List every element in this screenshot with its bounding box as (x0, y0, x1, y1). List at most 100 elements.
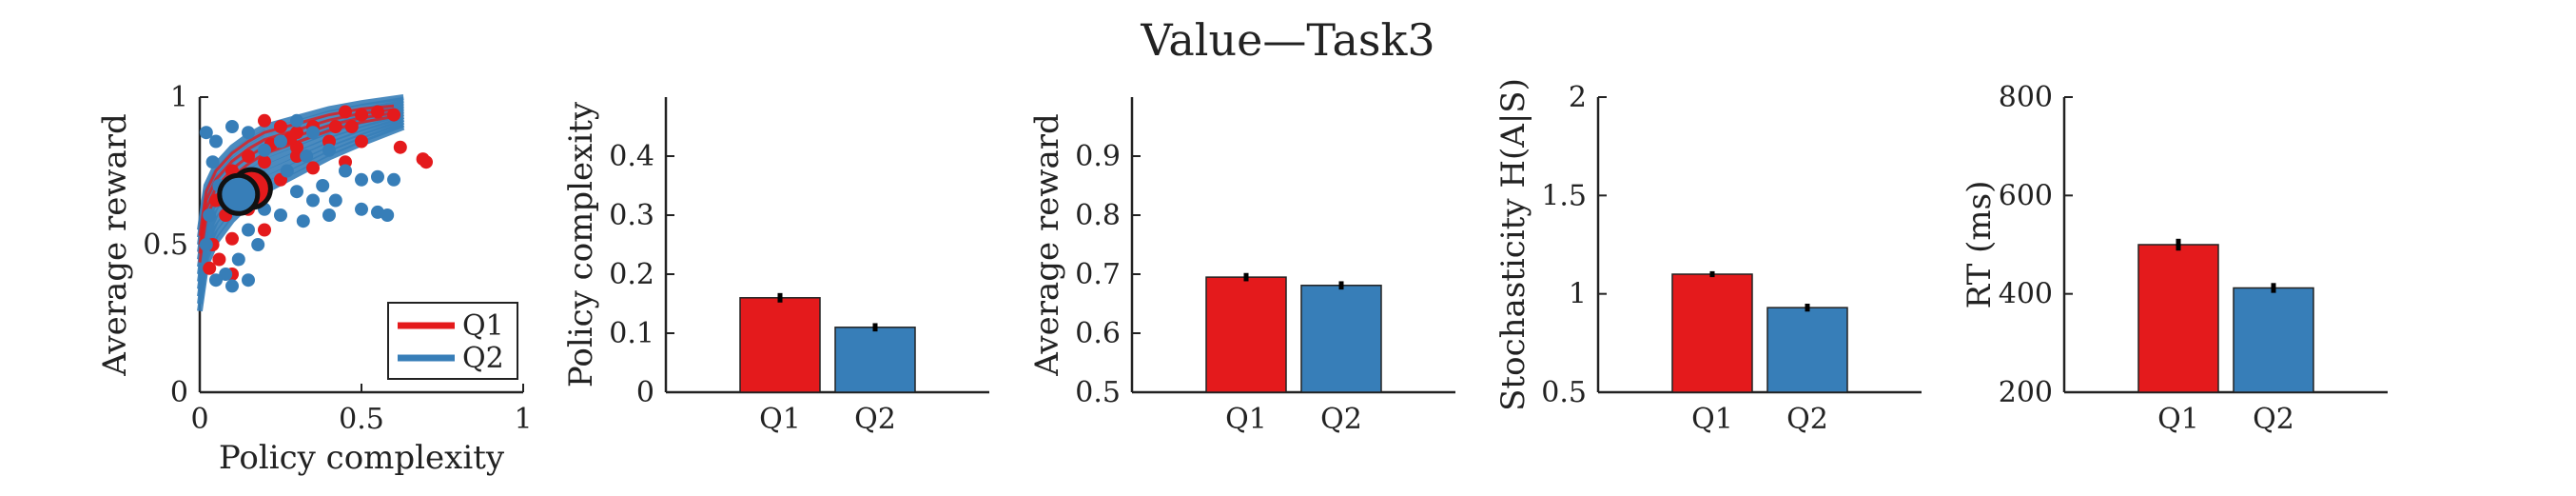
q2-point (251, 238, 265, 251)
y-axis-label: Stochasticity H(A|S) (1494, 78, 1532, 411)
y-tick-label: 0.9 (1075, 140, 1121, 173)
y-axis-label: Policy complexity (562, 101, 600, 387)
q2-point (231, 252, 245, 267)
q1-point (393, 140, 407, 154)
q2-point (258, 143, 271, 157)
q1-point (212, 252, 226, 267)
y-tick-label: 200 (1999, 376, 2053, 409)
q1-point (387, 108, 400, 122)
y-axis-label: Average reward (96, 113, 134, 377)
panel-1: Average reward 0 0.5 1 0 0.5 1 Policy complexit… (96, 81, 533, 477)
q2-point (242, 126, 255, 140)
x-tick-label: 1 (514, 403, 532, 436)
q1-point (420, 155, 433, 169)
q2-point (339, 164, 352, 178)
q2-point (290, 113, 303, 128)
q1-point (258, 113, 271, 128)
y-tick-label: 1.5 (1541, 179, 1587, 212)
y-tick-label: 0 (170, 376, 188, 409)
x-tick-label: Q1 (1225, 403, 1267, 436)
q1-point (371, 105, 384, 119)
x-tick-label: 0 (190, 403, 208, 436)
legend-box (387, 302, 518, 380)
q2-point (280, 164, 294, 178)
q1-point (306, 161, 320, 175)
q2-point (300, 149, 314, 163)
x-tick-label: Q2 (1786, 403, 1828, 436)
y-tick-label: 0.7 (1075, 258, 1121, 291)
y-tick-label: 0.5 (1541, 376, 1587, 409)
bar-q2 (1766, 307, 1848, 393)
q2-point (219, 268, 233, 281)
y-tick-label: 0.5 (143, 228, 188, 262)
panels: Average reward 0 0.5 1 0 0.5 1 Policy complexit… (96, 78, 2388, 477)
q2-point (328, 193, 342, 208)
x-tick-label: Q1 (759, 403, 801, 436)
panel-3: Average reward 0.5 0.6 0.7 0.8 0.9 Q1 Q2 (1028, 97, 1455, 436)
q2-point (316, 179, 330, 192)
q2-point (322, 143, 336, 157)
y-tick-label: 400 (1999, 278, 2053, 311)
bar-q1 (2137, 244, 2219, 393)
bar-q1 (739, 297, 821, 393)
q2-point (306, 193, 320, 208)
y-tick-label: 0.6 (1075, 317, 1121, 350)
x-tick-label: Q2 (1320, 403, 1362, 436)
q2-point (296, 214, 310, 228)
q2-point (225, 120, 239, 133)
q1-point (203, 261, 217, 275)
q1-point (339, 105, 352, 119)
panel-5: RT (ms) 200 400 600 800 Q1 Q2 (1961, 81, 2388, 436)
bar-q1 (1205, 276, 1287, 393)
y-tick-label: 1 (1569, 278, 1587, 311)
q2-point (322, 208, 336, 222)
y-axis-label: RT (ms) (1961, 181, 1999, 309)
q1-point (258, 223, 271, 237)
bar-q2 (2233, 287, 2314, 393)
q1-point (344, 120, 359, 133)
q2-point (199, 126, 213, 140)
bar-q1 (1671, 273, 1753, 393)
y-tick-label: 0.5 (1075, 376, 1121, 409)
figure-title: Value—Task3 (1140, 14, 1434, 66)
x-tick-label: Q1 (2157, 403, 2199, 436)
q2-mean-marker (217, 172, 261, 216)
y-tick-label: 0.2 (609, 258, 654, 291)
q1-point (355, 108, 368, 122)
q1-point (258, 155, 271, 169)
bar-q2 (834, 327, 916, 393)
panel-4: Stochasticity H(A|S) 0.5 1 1.5 2 Q1 Q2 (1494, 78, 1922, 436)
y-tick-label: 0.3 (609, 199, 654, 232)
q2-point (274, 208, 287, 222)
legend-label-q1: Q1 (462, 309, 504, 343)
q2-point (209, 273, 223, 288)
x-axis-label: Policy complexity (219, 439, 505, 477)
y-tick-label: 0.1 (609, 317, 654, 350)
y-tick-label: 800 (1999, 81, 2053, 114)
q2-point (209, 134, 223, 149)
q2-point (306, 126, 320, 140)
q2-point (242, 223, 255, 237)
q2-point (199, 238, 213, 251)
legend-label-q2: Q2 (462, 342, 504, 375)
q2-point (274, 134, 287, 149)
q2-point (205, 155, 220, 169)
q2-point (355, 202, 368, 216)
y-tick-label: 0.4 (609, 140, 654, 173)
q2-point (381, 208, 395, 222)
y-axis-label: Average reward (1028, 113, 1066, 377)
q2-point (290, 185, 303, 199)
y-tick-label: 1 (170, 81, 188, 114)
q2-point (242, 273, 255, 288)
x-tick-label: Q2 (854, 403, 896, 436)
q2-point (355, 172, 368, 187)
q1-point (355, 134, 368, 149)
y-tick-label: 600 (1999, 179, 2053, 212)
q2-point (225, 279, 239, 293)
panel-2: Policy complexity 0 0.1 0.2 0.3 0.4 Q1 Q2 (562, 97, 989, 436)
x-tick-label: 0.5 (339, 403, 384, 436)
x-tick-label: Q2 (2253, 403, 2294, 436)
q1-point (274, 120, 287, 133)
